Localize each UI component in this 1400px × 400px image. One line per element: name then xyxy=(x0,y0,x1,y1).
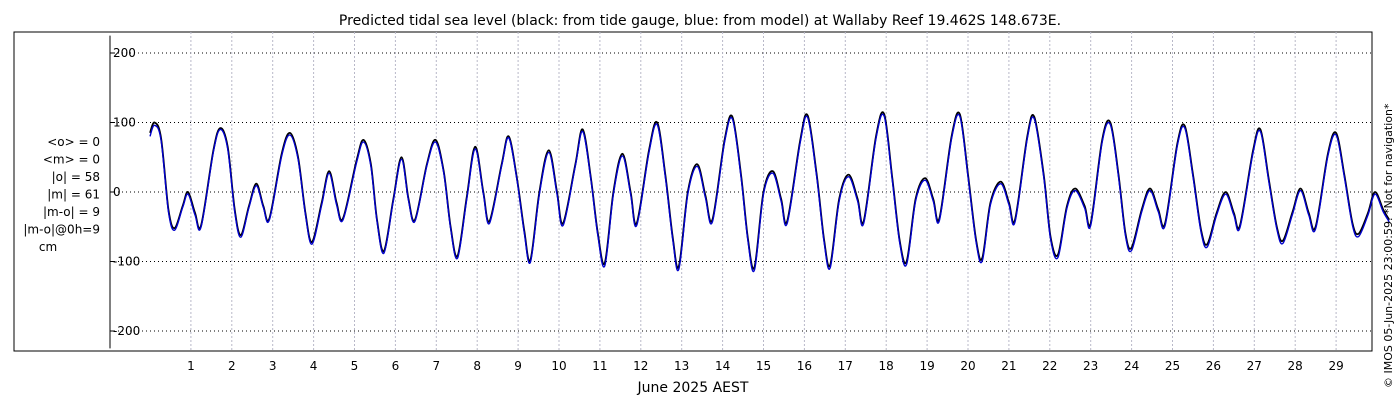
y-tick-label: 100 xyxy=(113,116,136,130)
x-tick-label: 11 xyxy=(592,359,607,373)
x-tick-label: 25 xyxy=(1165,359,1180,373)
x-tick-label: 15 xyxy=(756,359,771,373)
x-tick-label: 8 xyxy=(473,359,481,373)
chart-title: Predicted tidal sea level (black: from t… xyxy=(339,13,1061,29)
x-tick-label: 18 xyxy=(879,359,894,373)
y-tick-label: -200 xyxy=(113,324,140,338)
x-tick-label: 6 xyxy=(392,359,400,373)
x-tick-label: 26 xyxy=(1206,359,1221,373)
x-tick-label: 29 xyxy=(1328,359,1343,373)
y-axis: 200 100 0 -100 -200 xyxy=(109,35,140,349)
x-axis: 1 2 3 4 5 6 7 8 9 10 11 12 13 14 15 16 17 18 19 20 21 22 23 24 2… xyxy=(187,359,1344,373)
x-tick-label: 23 xyxy=(1083,359,1098,373)
x-tick-label: 9 xyxy=(514,359,522,373)
x-tick-label: 19 xyxy=(919,359,934,373)
stats-line: |m-o| = 9 xyxy=(43,205,100,219)
statistics-block: <o> = 0 <m> = 0 |o| = 58 |m| = 61 |m-o| = 9 |… xyxy=(23,135,100,254)
x-tick-label: 21 xyxy=(1001,359,1016,373)
copyright-note: © IMOS 05-Jun-2025 23:00:59. *Not for na… xyxy=(1382,103,1395,388)
series-layer xyxy=(149,111,1391,273)
x-tick-label: 13 xyxy=(674,359,689,373)
x-tick-label: 2 xyxy=(228,359,236,373)
x-tick-label: 10 xyxy=(551,359,566,373)
stats-line: <m> = 0 xyxy=(43,153,100,167)
x-tick-label: 16 xyxy=(797,359,812,373)
stats-line: |m-o|@0h=9 xyxy=(23,223,100,237)
y-tick-label: -100 xyxy=(113,255,140,269)
x-tick-label: 3 xyxy=(269,359,277,373)
x-tick-label: 5 xyxy=(351,359,359,373)
x-tick-label: 17 xyxy=(838,359,853,373)
x-tick-label: 20 xyxy=(960,359,975,373)
x-axis-label: June 2025 AEST xyxy=(637,380,749,396)
x-tick-label: 1 xyxy=(187,359,195,373)
x-tick-label: 12 xyxy=(633,359,648,373)
x-tick-label: 14 xyxy=(715,359,730,373)
x-tick-label: 7 xyxy=(432,359,440,373)
y-tick-label: 0 xyxy=(113,185,121,199)
model-series-line xyxy=(149,113,1390,273)
x-tick-label: 4 xyxy=(310,359,318,373)
stats-line: |o| = 58 xyxy=(52,170,100,184)
x-tick-label: 24 xyxy=(1124,359,1139,373)
x-tick-label: 27 xyxy=(1247,359,1262,373)
gauge-series-line xyxy=(149,111,1391,270)
plot-frame xyxy=(13,31,1373,352)
stats-line: cm xyxy=(39,240,57,254)
stats-line: <o> = 0 xyxy=(47,135,100,149)
grid-lines xyxy=(110,32,1372,351)
x-tick-label: 22 xyxy=(1042,359,1057,373)
x-tick-label: 28 xyxy=(1288,359,1303,373)
stats-line: |m| = 61 xyxy=(47,188,100,202)
y-tick-label: 200 xyxy=(113,46,136,60)
